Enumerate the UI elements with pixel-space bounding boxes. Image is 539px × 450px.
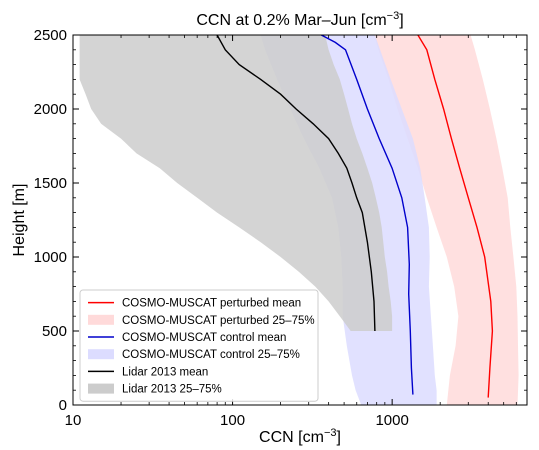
x-axis-label-end: ]: [336, 429, 340, 446]
legend-label: Lidar 2013 mean: [122, 366, 208, 378]
legend-item: COSMO-MUSCAT control 25–75%: [88, 349, 300, 361]
x-axis-label-main: CCN [cm: [259, 429, 324, 446]
legend-item: Lidar 2013 25–75%: [88, 383, 222, 396]
legend-label: COSMO-MUSCAT control mean: [122, 332, 286, 344]
y-tick-label: 1500: [34, 175, 67, 192]
x-tick-label: 10: [65, 412, 82, 429]
y-tick-label: 500: [42, 323, 67, 340]
lines-layer: [216, 35, 494, 398]
line-cosmo-muscat-perturbed-mean: [417, 35, 494, 398]
legend-item: COSMO-MUSCAT control mean: [88, 332, 286, 344]
y-tick-label: 0: [59, 397, 67, 414]
legend: COSMO-MUSCAT perturbed mean COSMO-MUSCAT …: [79, 289, 319, 402]
legend-label: COSMO-MUSCAT perturbed 25–75%: [122, 315, 315, 327]
chart-title-end: ]: [399, 12, 403, 29]
legend-item: Lidar 2013 mean: [88, 366, 208, 378]
y-axis-label: Height [m]: [11, 184, 28, 257]
x-axis-label: CCN [cm−3]: [259, 427, 341, 446]
x-tick-label: 100: [220, 412, 245, 429]
legend-patch-swatch: [88, 349, 114, 360]
x-tick-label: 1000: [375, 412, 408, 429]
band-lidar-2013-25-75: [79, 35, 393, 331]
y-tick-label: 1000: [34, 249, 67, 266]
band-cosmo-muscat-perturbed-25-75: [374, 35, 519, 405]
y-tick-label: 2000: [34, 101, 67, 118]
bands-layer: [79, 35, 519, 405]
legend-box: [79, 289, 319, 402]
chart-title-main: CCN at 0.2% Mar–Jun [cm: [196, 12, 386, 29]
chart-title: CCN at 0.2% Mar–Jun [cm−3]: [196, 10, 403, 29]
line-cosmo-muscat-control-mean: [320, 35, 414, 395]
legend-patch-swatch: [88, 314, 114, 325]
legend-patch-swatch: [88, 383, 114, 394]
chart-title-superscript: −3: [387, 10, 400, 22]
y-tick-label: 2500: [34, 27, 67, 44]
ticks-layer: 10 100 1000 0 500 1000 1500 2000 2500: [34, 27, 527, 429]
legend-label: Lidar 2013 25–75%: [122, 384, 222, 396]
x-axis-label-superscript: −3: [324, 427, 337, 439]
legend-label: COSMO-MUSCAT control 25–75%: [122, 349, 300, 361]
legend-item: COSMO-MUSCAT perturbed mean: [88, 298, 301, 310]
plot-frame: [72, 34, 528, 406]
legend-label: COSMO-MUSCAT perturbed mean: [122, 298, 301, 310]
line-lidar-2013-mean: [216, 35, 376, 332]
legend-item: COSMO-MUSCAT perturbed 25–75%: [88, 314, 315, 327]
